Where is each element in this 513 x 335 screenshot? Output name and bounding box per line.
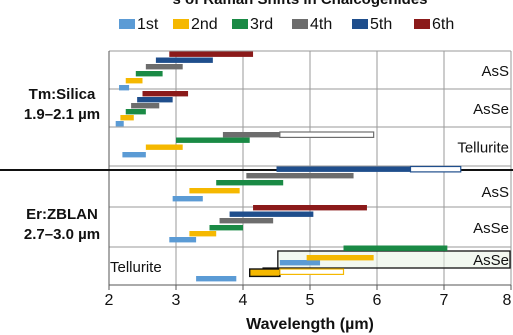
group-label-1-line1: Er:ZBLAN bbox=[26, 206, 98, 223]
bar-erzblan-asse-5th bbox=[229, 211, 314, 217]
bar-erzblan-ass-4th bbox=[246, 173, 354, 179]
bar-erzblan-asse-4th bbox=[219, 218, 274, 224]
x-axis: 2 3 4 5 6 7 8 Wavelength (µm) bbox=[105, 284, 512, 333]
bar-erzblan-tellurite-2nd-outline bbox=[279, 268, 345, 276]
bar-tmsilica-ass-6th bbox=[169, 51, 254, 57]
bar-erzblan-ass-5th bbox=[276, 166, 411, 172]
x-tick-label-7: 7 bbox=[440, 292, 449, 309]
bar-erzblan-asse-1st bbox=[169, 237, 197, 243]
legend-label-2nd: 2nd bbox=[191, 16, 218, 33]
bar-tmsilica-ass-3rd bbox=[135, 71, 163, 77]
group-label-1-line2: 2.7–3.0 µm bbox=[24, 226, 100, 243]
bar-tmsilica-ass-2nd bbox=[125, 78, 143, 84]
bar-tmsilica-tellurite-1st bbox=[122, 152, 146, 158]
bar-tmsilica-ass-1st bbox=[119, 85, 130, 91]
row-label-asse: AsSe bbox=[473, 101, 509, 118]
bar-erzblan-ass-3rd bbox=[216, 180, 284, 186]
bar-tmsilica-asse-5th bbox=[137, 97, 173, 103]
bar-tmsilica-asse-1st bbox=[115, 121, 124, 127]
bar-tmsilica-asse-3rd bbox=[125, 109, 146, 115]
row-label-ass: AsS bbox=[481, 63, 509, 80]
x-tick-label-3: 3 bbox=[172, 292, 181, 309]
bar-erzblan-tellurite-2nd-box bbox=[248, 268, 281, 278]
group-label-0-line1: Tm:Silica bbox=[29, 86, 96, 103]
bar-tmsilica-asse-4th bbox=[131, 103, 160, 109]
legend-swatch-5th bbox=[352, 19, 368, 29]
legend-label-5th: 5th bbox=[370, 16, 392, 33]
x-tick-label-6: 6 bbox=[373, 292, 382, 309]
chart-title: s of Raman Shifts in Chalcogenides bbox=[172, 0, 427, 8]
x-tick-label-5: 5 bbox=[306, 292, 315, 309]
group-label-0-line2: 1.9–2.1 µm bbox=[24, 106, 100, 123]
bar-erzblan-asse-6th bbox=[253, 205, 367, 211]
row-label-asse-inset: AsSe bbox=[473, 252, 509, 269]
x-tick-label-2: 2 bbox=[105, 292, 114, 309]
bar-tmsilica-tellurite-2nd bbox=[145, 144, 183, 150]
x-tick-label-4: 4 bbox=[239, 292, 248, 309]
bar-erzblan-asse-2nd bbox=[189, 231, 217, 237]
bar-tmsilica-tellurite-4th-outline bbox=[279, 131, 375, 139]
legend-swatch-4th bbox=[292, 19, 308, 29]
legend-label-1st: 1st bbox=[137, 16, 159, 33]
bar-tmsilica-tellurite-4th bbox=[222, 132, 280, 138]
row-label-ass: AsS bbox=[481, 184, 509, 201]
x-tick-label-8: 8 bbox=[503, 292, 512, 309]
bar-erzblan-tellurite-3rd bbox=[343, 245, 448, 251]
row-label-tellurite: Tellurite bbox=[110, 259, 162, 276]
legend-swatch-2nd bbox=[173, 19, 189, 29]
bar-erzblan-ass-1st bbox=[172, 196, 203, 202]
bar-erzblan-ass-5th-outline bbox=[409, 165, 462, 173]
bar-tmsilica-tellurite-3rd bbox=[176, 137, 250, 143]
bar-erzblan-asse-3rd bbox=[209, 225, 243, 231]
bar-erzblan-tellurite-2nd bbox=[306, 255, 374, 261]
bar-tmsilica-asse-2nd bbox=[120, 115, 134, 121]
bar-erzblan-tellurite-1st bbox=[279, 260, 321, 266]
legend-swatch-6th bbox=[414, 19, 430, 29]
bar-tmsilica-ass-5th bbox=[155, 57, 213, 63]
legend-label-3rd: 3rd bbox=[250, 16, 273, 33]
row-label-asse: AsSe bbox=[473, 220, 509, 237]
bar-tmsilica-asse-6th bbox=[142, 91, 189, 97]
bar-erzblan-tellurite-1st bbox=[196, 276, 237, 282]
legend-label-6th: 6th bbox=[432, 16, 454, 33]
legend-label-4th: 4th bbox=[310, 16, 332, 33]
bar-erzblan-ass-2nd bbox=[189, 188, 240, 194]
row-label-tellurite: Tellurite bbox=[457, 140, 509, 157]
x-axis-label: Wavelength (µm) bbox=[246, 316, 374, 333]
bar-tmsilica-ass-4th bbox=[145, 64, 183, 70]
legend-swatch-1st bbox=[119, 19, 135, 29]
legend-swatch-3rd bbox=[232, 19, 248, 29]
legend: 1st 2nd 3rd 4th 5th 6th bbox=[119, 16, 454, 33]
